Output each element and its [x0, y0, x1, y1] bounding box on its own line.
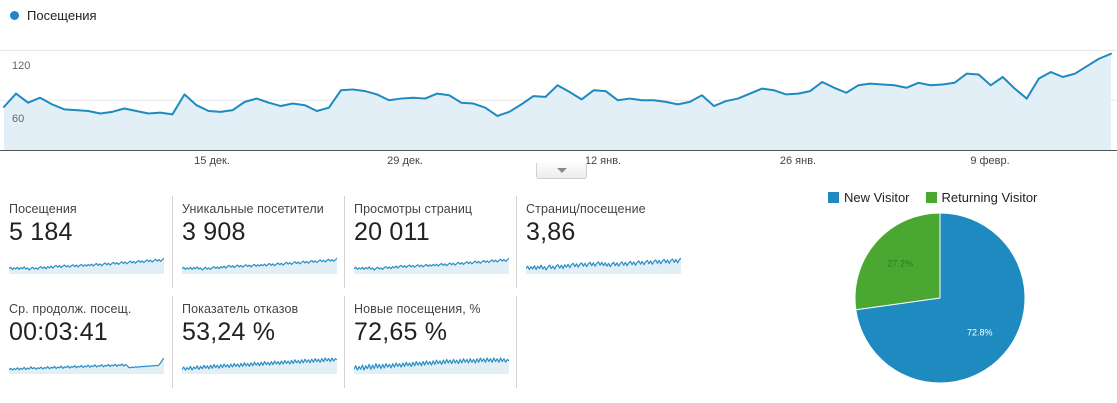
- chart-legend: Посещения: [10, 5, 97, 25]
- metric-label: Просмотры страниц: [354, 202, 473, 216]
- visits-area-chart[interactable]: 120 60: [0, 22, 1117, 160]
- pie-legend: New Visitor Returning Visitor: [828, 190, 1037, 205]
- metric-card[interactable]: Новые посещения, % 72,65 %: [344, 296, 516, 388]
- pie-legend-item[interactable]: Returning Visitor: [925, 190, 1038, 205]
- metric-value: 3,86: [526, 218, 576, 246]
- metric-value: 5 184: [9, 218, 73, 246]
- y-axis-tick-120: 120: [12, 60, 31, 72]
- metric-row: Ср. продолж. посещ. 00:03:41 Показатель от…: [0, 296, 700, 388]
- x-axis-tick-3: 26 янв.: [779, 155, 817, 167]
- metric-card[interactable]: Уникальные посетители 3 908: [172, 196, 344, 288]
- x-axis-tick-2: 12 янв.: [584, 155, 622, 167]
- metric-card[interactable]: Показатель отказов 53,24 %: [172, 296, 344, 388]
- series-marker-dot-icon: [10, 10, 19, 20]
- x-axis: 15 дек. 29 дек. 12 янв. 26 янв. 9 февр.: [0, 150, 1117, 173]
- metric-value: 3 908: [182, 218, 246, 246]
- visits-area-chart-svg: [0, 49, 1117, 150]
- metric-sparkline: [526, 250, 690, 274]
- x-axis-tick-1: 29 дек.: [387, 155, 423, 167]
- x-axis-tick-4: 9 февр.: [970, 155, 1010, 167]
- metric-sparkline: [9, 350, 172, 374]
- pie-chart[interactable]: 72.8% 27.2%: [820, 208, 1050, 403]
- chart-series-label: Посещения: [27, 7, 97, 23]
- metric-card[interactable]: Просмотры страниц 20 011: [344, 196, 516, 288]
- metric-row: Посещения 5 184 Уникальные посетители 3 908…: [0, 196, 700, 288]
- metric-label: Показатель отказов: [182, 302, 299, 316]
- metric-label: Новые посещения, %: [354, 302, 481, 316]
- metric-sparkline: [9, 250, 172, 274]
- pie-legend-label: New Visitor: [844, 190, 910, 205]
- metric-card[interactable]: Ср. продолж. посещ. 00:03:41: [0, 296, 172, 388]
- metric-sparkline: [354, 350, 516, 374]
- metric-card[interactable]: Посещения 5 184: [0, 196, 172, 288]
- visitor-type-pie-panel: New Visitor Returning Visitor 72.8% 27.2%: [820, 190, 1110, 400]
- metric-label: Ср. продолж. посещ.: [9, 302, 132, 316]
- metric-label: Посещения: [9, 202, 77, 216]
- pie-slice-label: 27.2%: [887, 258, 913, 268]
- pie-slice-label: 72.8%: [967, 328, 993, 338]
- y-axis-tick-60: 60: [12, 113, 25, 125]
- metric-value: 20 011: [354, 218, 430, 246]
- chart-collapse-handle[interactable]: [536, 163, 587, 179]
- metric-summary-grid: Посещения 5 184 Уникальные посетители 3 908…: [0, 196, 700, 396]
- metric-value: 72,65 %: [354, 318, 448, 346]
- metric-sparkline: [182, 250, 344, 274]
- metric-label: Страниц/посещение: [526, 202, 646, 216]
- pie-legend-swatch-icon: [828, 192, 839, 203]
- metric-card-empty: [516, 296, 690, 388]
- x-axis-tick-0: 15 дек.: [194, 155, 230, 167]
- metric-label: Уникальные посетители: [182, 202, 324, 216]
- pie-legend-swatch-icon: [925, 192, 937, 203]
- pie-legend-label: Returning Visitor: [941, 190, 1038, 205]
- metric-value: 00:03:41: [9, 318, 108, 346]
- metric-value: 53,24 %: [182, 318, 276, 346]
- metric-card[interactable]: Страниц/посещение 3,86: [516, 196, 690, 288]
- metric-sparkline: [182, 350, 344, 374]
- pie-legend-item[interactable]: New Visitor: [828, 190, 910, 205]
- metric-sparkline: [354, 250, 516, 274]
- chevron-down-icon: [556, 168, 567, 173]
